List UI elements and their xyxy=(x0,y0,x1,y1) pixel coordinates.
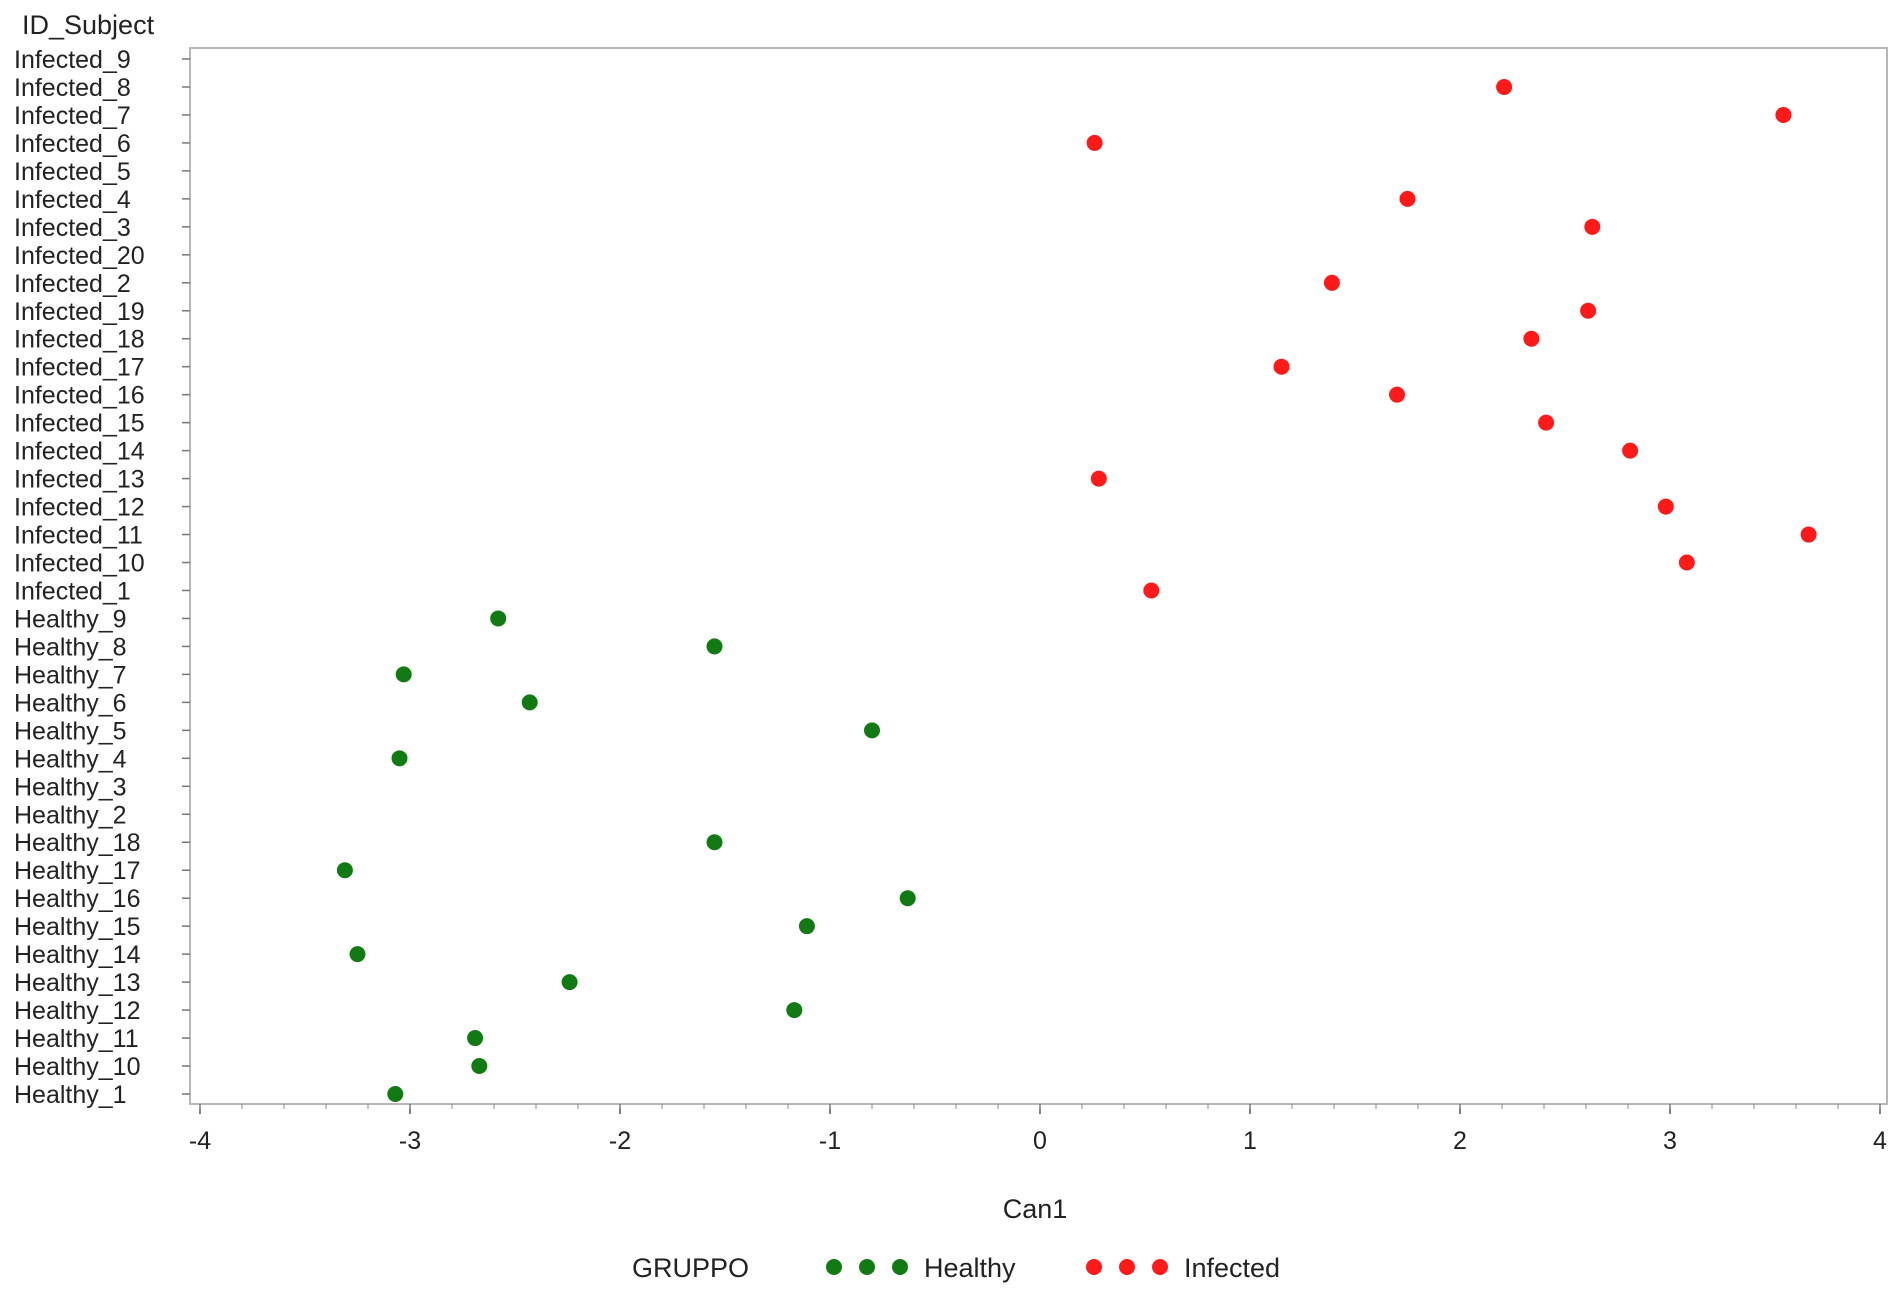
x-tick-label: -1 xyxy=(819,1127,841,1155)
point-infected-infected-8 xyxy=(1496,78,1513,95)
point-healthy-healthy-9 xyxy=(490,610,507,627)
point-healthy-healthy-12 xyxy=(786,1002,803,1019)
point-infected-infected-18 xyxy=(1523,330,1540,347)
y-tick-label: Infected_6 xyxy=(14,130,131,158)
point-healthy-healthy-8 xyxy=(706,638,723,655)
x-tick-label: -3 xyxy=(399,1127,421,1155)
x-axis: -4 -3 -2 -1 0 1 2 3 4 xyxy=(189,1104,1887,1155)
legend-marker-healthy xyxy=(892,1259,908,1275)
legend-marker-infected xyxy=(1119,1259,1135,1275)
point-infected-infected-13 xyxy=(1090,470,1107,487)
y-tick-label: Healthy_7 xyxy=(14,661,127,689)
y-axis-title: ID_Subject xyxy=(22,10,155,40)
x-axis-title: Can1 xyxy=(1003,1194,1068,1224)
y-tick-label: Infected_7 xyxy=(14,102,131,130)
y-tick-label: Infected_10 xyxy=(14,550,145,578)
x-tick-label: 1 xyxy=(1243,1127,1257,1155)
y-tick-label: Infected_2 xyxy=(14,270,131,298)
y-tick-label: Healthy_18 xyxy=(14,829,140,857)
y-tick-label: Infected_16 xyxy=(14,382,145,410)
y-tick-label: Infected_8 xyxy=(14,74,131,102)
y-tick-label: Healthy_6 xyxy=(14,689,127,717)
y-tick-label: Healthy_12 xyxy=(14,997,140,1025)
data-points xyxy=(336,78,1817,1102)
point-infected-infected-7 xyxy=(1775,106,1792,123)
point-infected-infected-12 xyxy=(1657,498,1674,515)
point-infected-infected-19 xyxy=(1580,302,1597,319)
plot-frame xyxy=(189,47,1888,1105)
y-tick-label: Infected_19 xyxy=(14,298,145,326)
legend-marker-healthy xyxy=(859,1259,875,1275)
point-healthy-healthy-10 xyxy=(471,1058,488,1075)
y-tick-label: Infected_15 xyxy=(14,410,145,438)
point-infected-infected-14 xyxy=(1622,442,1639,459)
y-tick-label: Healthy_17 xyxy=(14,857,140,885)
point-healthy-healthy-7 xyxy=(395,666,412,683)
y-tick-label: Infected_12 xyxy=(14,494,145,522)
y-tick-label: Infected_1 xyxy=(14,577,131,605)
y-tick-label: Healthy_5 xyxy=(14,717,127,745)
x-tick-label: -4 xyxy=(189,1127,211,1155)
y-tick-label: Infected_14 xyxy=(14,438,145,466)
point-infected-infected-2 xyxy=(1323,274,1340,291)
y-tick-label: Healthy_3 xyxy=(14,773,127,801)
legend-marker-healthy xyxy=(826,1259,842,1275)
legend-marker-infected xyxy=(1086,1259,1102,1275)
legend-label-healthy: Healthy xyxy=(924,1253,1016,1283)
point-infected-infected-1 xyxy=(1143,582,1160,599)
point-healthy-healthy-16 xyxy=(899,890,916,907)
point-healthy-healthy-11 xyxy=(467,1030,484,1047)
y-tick-label: Infected_11 xyxy=(14,522,143,550)
y-tick-label: Infected_4 xyxy=(14,186,131,214)
x-tick-label: 2 xyxy=(1453,1127,1467,1155)
point-infected-infected-4 xyxy=(1399,190,1416,207)
point-healthy-healthy-1 xyxy=(387,1086,404,1102)
y-tick-label: Healthy_11 xyxy=(14,1025,139,1053)
y-tick-label: Healthy_14 xyxy=(14,941,141,969)
y-tick-label: Infected_3 xyxy=(14,214,131,242)
point-infected-infected-16 xyxy=(1389,386,1405,403)
point-infected-infected-10 xyxy=(1678,554,1695,571)
y-tick-label: Infected_13 xyxy=(14,466,145,494)
point-healthy-healthy-13 xyxy=(561,974,578,991)
point-healthy-healthy-18 xyxy=(706,834,723,851)
legend-title: GRUPPO xyxy=(632,1253,749,1283)
y-tick-label: Healthy_8 xyxy=(14,633,127,661)
point-infected-infected-11 xyxy=(1800,526,1817,543)
y-tick-label: Healthy_9 xyxy=(14,605,127,633)
point-healthy-healthy-17 xyxy=(336,862,353,879)
y-tick-label: Healthy_4 xyxy=(14,745,127,773)
y-tick-label: Infected_9 xyxy=(14,46,131,74)
y-tick-label: Infected_5 xyxy=(14,158,131,186)
x-tick-label: 0 xyxy=(1033,1127,1047,1155)
x-tick-label: 3 xyxy=(1663,1127,1677,1155)
point-infected-infected-6 xyxy=(1086,134,1103,151)
point-healthy-healthy-15 xyxy=(798,918,815,935)
point-healthy-healthy-6 xyxy=(521,694,538,711)
y-tick-label: Healthy_10 xyxy=(14,1053,140,1081)
x-tick-label: 4 xyxy=(1873,1127,1887,1155)
point-infected-infected-3 xyxy=(1584,218,1601,235)
point-healthy-healthy-5 xyxy=(864,722,880,739)
y-axis: Infected_9Infected_8Infected_7Infected_6… xyxy=(14,46,190,1109)
legend-marker-infected xyxy=(1152,1259,1168,1275)
legend-label-infected: Infected xyxy=(1184,1253,1280,1283)
legend: GRUPPO Healthy Infected xyxy=(632,1253,1280,1283)
point-healthy-healthy-4 xyxy=(391,750,408,767)
y-tick-label: Infected_18 xyxy=(14,326,145,354)
y-tick-label: Healthy_16 xyxy=(14,885,140,913)
y-tick-label: Healthy_2 xyxy=(14,801,127,829)
y-tick-label: Infected_20 xyxy=(14,242,145,270)
point-healthy-healthy-14 xyxy=(349,946,366,963)
y-tick-label: Healthy_15 xyxy=(14,913,140,941)
point-infected-infected-17 xyxy=(1273,358,1290,375)
y-tick-label: Healthy_13 xyxy=(14,969,140,997)
x-tick-label: -2 xyxy=(609,1127,631,1155)
point-infected-infected-15 xyxy=(1538,414,1555,431)
y-tick-label: Infected_17 xyxy=(14,354,145,382)
y-tick-label: Healthy_1 xyxy=(14,1081,127,1109)
